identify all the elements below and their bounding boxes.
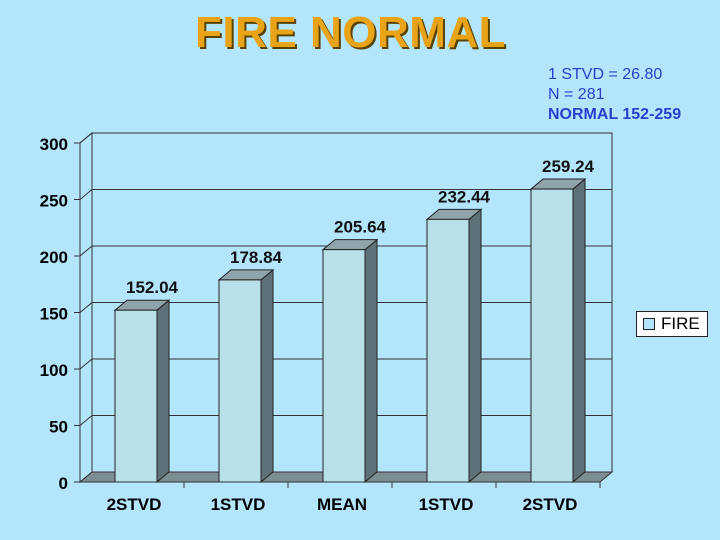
x-tick-label: 2STVD xyxy=(107,495,162,514)
grid-line xyxy=(79,189,612,200)
y-axis-ticks: 0 50 100 150 200 250 300 xyxy=(40,135,80,493)
data-labels: 152.04 178.84 205.64 232.44 259.24 xyxy=(126,157,595,297)
data-label: 178.84 xyxy=(230,248,283,267)
legend-label: FIRE xyxy=(661,314,700,333)
data-label: 152.04 xyxy=(126,278,179,297)
bar xyxy=(218,279,262,483)
stats-stvd: 1 STVD = 26.80 xyxy=(548,66,663,83)
bar-side xyxy=(572,177,586,484)
y-tick-label: 300 xyxy=(40,135,68,154)
bar-side xyxy=(364,238,378,484)
stats-n: N = 281 xyxy=(548,86,605,103)
bar xyxy=(530,188,574,483)
x-tick-label: 1STVD xyxy=(211,495,266,514)
bar-side xyxy=(468,208,482,484)
y-tick-label: 50 xyxy=(49,418,68,437)
bar-side xyxy=(156,299,170,484)
bar xyxy=(114,309,158,483)
x-tick-label: 2STVD xyxy=(523,495,578,514)
legend-swatch xyxy=(643,318,655,330)
legend: FIRE xyxy=(636,311,708,337)
data-label: 205.64 xyxy=(334,218,387,237)
grid-line xyxy=(79,132,612,144)
stats-normal-range: NORMAL 152-259 xyxy=(548,106,682,123)
chart-title: FIRE NORMAL xyxy=(195,8,507,57)
bar xyxy=(426,218,470,483)
x-tick-label: 1STVD xyxy=(419,495,474,514)
y-tick-label: 150 xyxy=(40,305,68,324)
x-axis-ticks: 2STVD 1STVD MEAN 1STVD 2STVD xyxy=(80,481,601,514)
x-tick-label: MEAN xyxy=(317,495,367,514)
y-tick-label: 200 xyxy=(40,248,68,267)
data-label: 259.24 xyxy=(542,157,595,176)
stats-box: 1 STVD = 26.80 N = 281 NORMAL 152-259 xyxy=(548,65,681,125)
y-tick-label: 250 xyxy=(40,192,68,211)
bar-side xyxy=(260,268,274,484)
y-tick-label: 0 xyxy=(59,474,68,493)
bars xyxy=(113,177,587,484)
data-label: 232.44 xyxy=(438,187,491,206)
bar xyxy=(322,249,366,483)
y-tick-label: 100 xyxy=(40,361,68,380)
